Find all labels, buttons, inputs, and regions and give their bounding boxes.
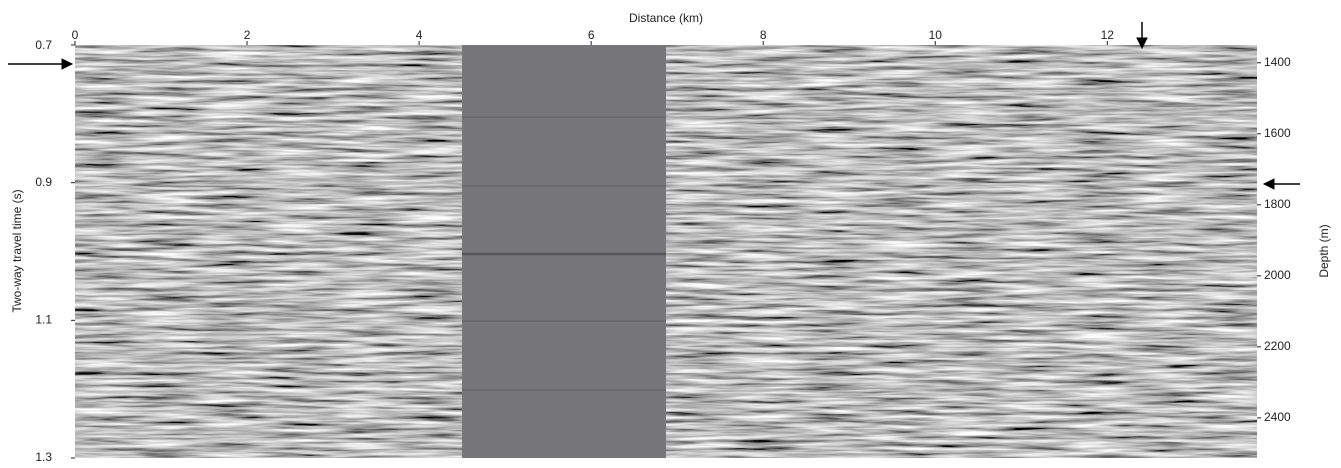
seismic-image <box>75 45 1257 458</box>
y-tick-label: 1.3 <box>35 450 52 463</box>
y-axis-label: Two-way travel time (s) <box>10 189 24 312</box>
x-tick-label: 2 <box>244 28 251 42</box>
x-tick-label: 12 <box>1101 28 1115 42</box>
x-tick-label: 0 <box>72 28 79 42</box>
chart: Distance (km) Two-way travel time (s) De… <box>0 0 1341 463</box>
y2-tick-label: 1400 <box>1264 55 1291 69</box>
x-tick-label: 4 <box>416 28 423 42</box>
y-tick-label: 1.1 <box>35 313 52 327</box>
y2-tick-label: 2200 <box>1264 339 1291 353</box>
x-tick-label: 6 <box>588 28 595 42</box>
y2-axis-label: Depth (m) <box>1317 224 1331 277</box>
y2-tick-label: 1600 <box>1264 126 1291 140</box>
x-axis-label: Distance (km) <box>629 11 703 25</box>
x-tick-label: 10 <box>929 28 943 42</box>
y2-tick-label: 1800 <box>1264 197 1291 211</box>
y2-tick-label: 2000 <box>1264 268 1291 282</box>
y2-tick-label: 2400 <box>1264 410 1291 424</box>
y-tick-label: 0.9 <box>35 175 52 189</box>
y-tick-label: 0.7 <box>35 38 52 52</box>
data-gap <box>462 45 666 458</box>
x-tick-label: 8 <box>760 28 767 42</box>
